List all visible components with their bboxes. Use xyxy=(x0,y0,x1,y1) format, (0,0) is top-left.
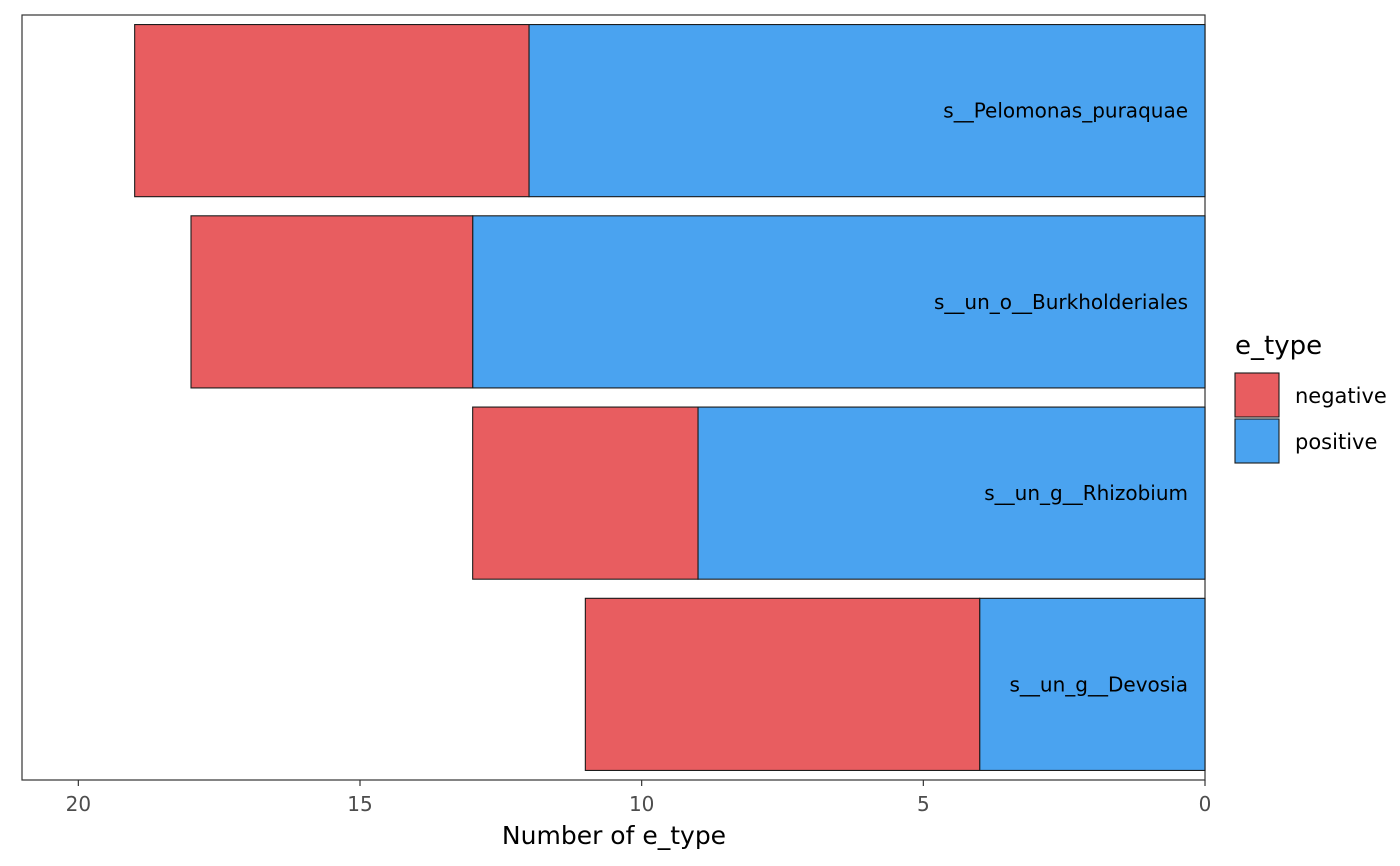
x-axis: 0 5 10 15 20 xyxy=(66,780,1212,816)
x-tick-label: 0 xyxy=(1199,792,1212,816)
bar-negative xyxy=(190,215,474,389)
bar-negative xyxy=(472,406,699,580)
bar-positive xyxy=(472,215,1206,389)
x-tick-label: 20 xyxy=(66,792,91,816)
bar-positive xyxy=(697,406,1206,580)
bar-negative xyxy=(134,24,530,198)
bar-positive xyxy=(979,597,1206,771)
bars-layer xyxy=(134,24,1206,771)
legend-entries: negative positive xyxy=(1234,372,1387,464)
legend-key-negative xyxy=(1234,372,1280,418)
legend-title: e_type xyxy=(1235,331,1322,361)
x-axis-title: Number of e_type xyxy=(502,821,726,850)
bar-negative xyxy=(584,597,981,771)
x-tick-label: 10 xyxy=(629,792,654,816)
legend: e_type negative positive xyxy=(1234,331,1387,464)
bar-category-label: s__Pelomonas_puraquae xyxy=(943,99,1188,123)
bar-positive xyxy=(528,24,1206,198)
legend-label-negative: negative xyxy=(1295,384,1387,408)
x-tick-label: 5 xyxy=(917,792,930,816)
x-tick-label: 15 xyxy=(347,792,372,816)
bar-category-label: s__un_o__Burkholderiales xyxy=(934,290,1188,314)
bar-category-label: s__un_g__Rhizobium xyxy=(984,481,1188,505)
legend-label-positive: positive xyxy=(1295,430,1377,454)
legend-key-positive xyxy=(1234,418,1280,464)
bar-labels-layer: s__Pelomonas_puraquae s__un_o__Burkholder… xyxy=(934,99,1188,697)
bar-category-label: s__un_g__Devosia xyxy=(1010,672,1188,696)
